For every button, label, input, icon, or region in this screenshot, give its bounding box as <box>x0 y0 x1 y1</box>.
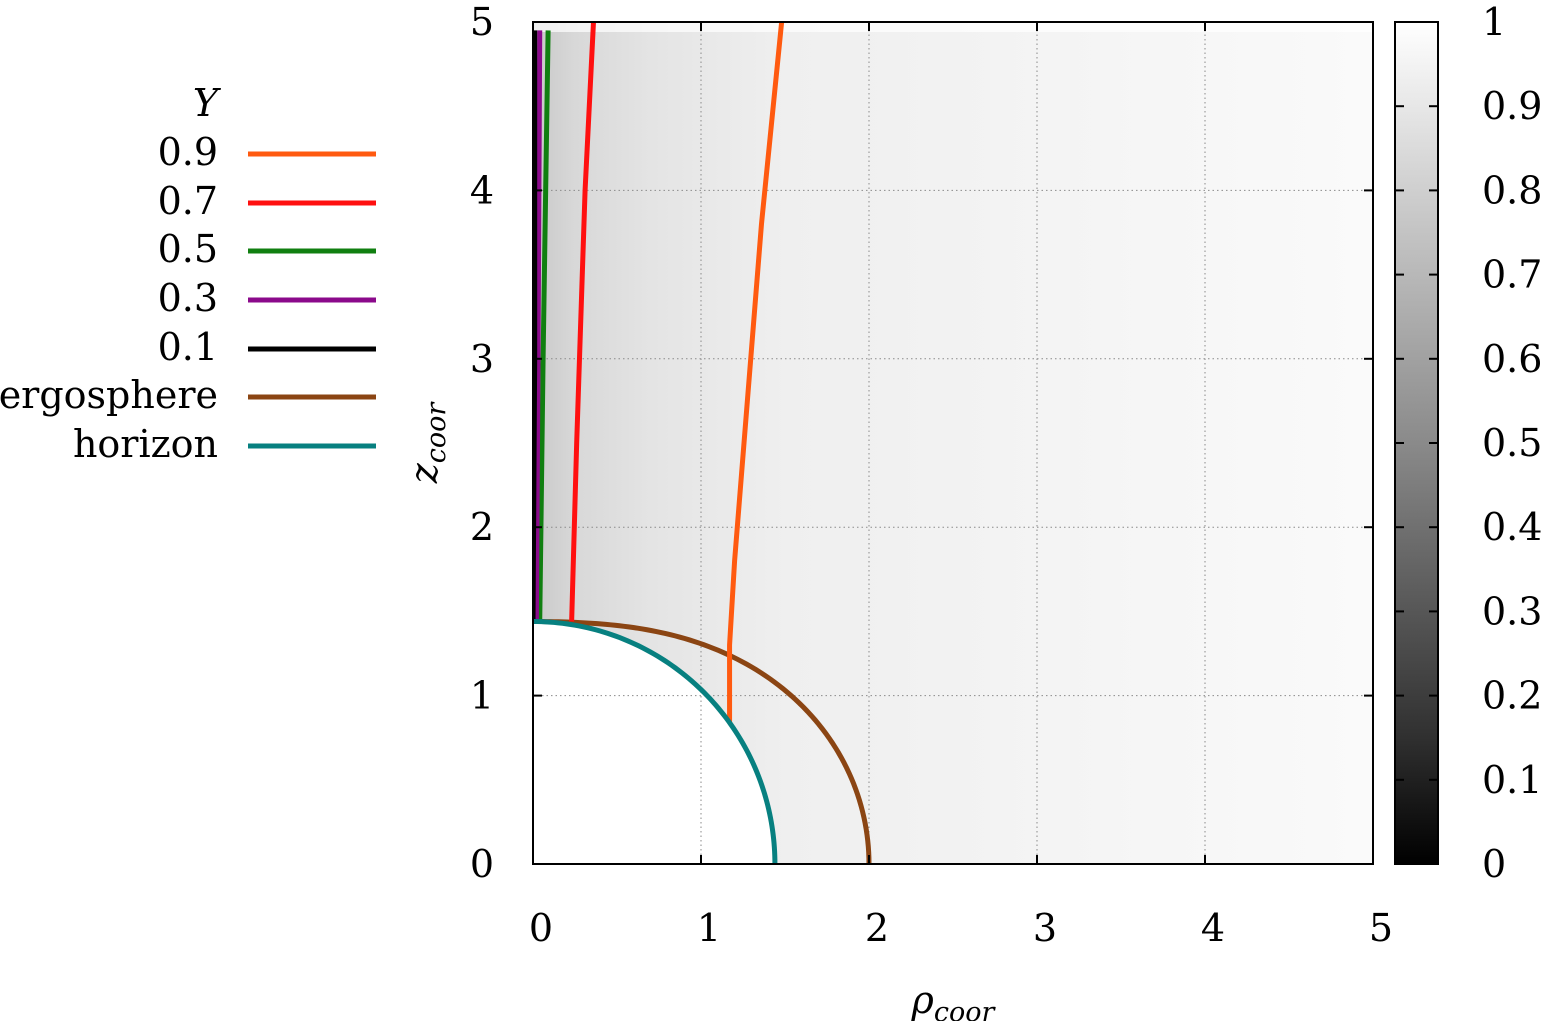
legend-label: 0.1 <box>158 325 218 369</box>
legend-label: 0.9 <box>158 130 218 174</box>
legend-label: horizon <box>73 422 218 466</box>
y-tick-label: 1 <box>470 674 494 718</box>
x-tick-label: 4 <box>1201 906 1225 950</box>
x-tick-label: 2 <box>865 906 889 950</box>
legend-label: 0.3 <box>158 276 218 320</box>
colorbar-tick-label: 0.1 <box>1482 758 1542 802</box>
colorbar-tick-label: 0.6 <box>1482 337 1542 381</box>
y-tick-label: 0 <box>470 842 494 886</box>
colorbar-tick-label: 1 <box>1482 0 1506 44</box>
colorbar-tick-label: 0.7 <box>1482 253 1542 297</box>
plot-frame <box>532 21 1374 865</box>
y-tick-label: 2 <box>470 505 494 549</box>
contour-line-0-5 <box>537 30 551 622</box>
colorbar-tick-label: 0.4 <box>1482 505 1542 549</box>
x-axis-title: ρcoor <box>911 978 997 1021</box>
contour-line-0-7 <box>569 22 596 622</box>
legend-label: 0.5 <box>158 227 218 271</box>
colorbar-tick-label: 0.3 <box>1482 589 1542 633</box>
legend-label: ergosphere <box>0 373 218 417</box>
legend-label: 0.7 <box>158 179 218 223</box>
colorbar-tick-label: 0.8 <box>1482 168 1542 212</box>
axes: 0 1 2 3 4 5 0 1 2 3 4 5 <box>470 0 1393 950</box>
grid <box>533 22 1373 864</box>
ergosphere-curve <box>533 619 872 864</box>
legend-title: Y <box>193 81 222 125</box>
y-tick-label: 5 <box>470 0 494 44</box>
y-tick-label: 4 <box>470 168 494 212</box>
colorbar-tick-label: 0.9 <box>1482 84 1542 128</box>
colorbar-tick-label: 0.2 <box>1482 674 1542 718</box>
horizon-curve <box>533 619 778 864</box>
density-field-top-edge <box>533 22 1373 32</box>
x-tick-label: 1 <box>697 906 721 950</box>
x-tick-label: 0 <box>529 906 553 950</box>
colorbar-ticks: 0 0.1 0.2 0.3 0.4 0.5 0.6 0.7 0.8 0.9 1 <box>1395 0 1542 886</box>
y-axis-title: zcoor <box>402 401 452 485</box>
x-tick-label: 5 <box>1369 906 1393 950</box>
colorbar-tick-label: 0 <box>1482 842 1506 886</box>
colorbar-tick-label: 0.5 <box>1482 421 1542 465</box>
x-tick-label: 3 <box>1033 906 1057 950</box>
y-tick-label: 3 <box>470 337 494 381</box>
excised-region <box>533 621 775 864</box>
contour-line-0-9 <box>727 22 785 723</box>
